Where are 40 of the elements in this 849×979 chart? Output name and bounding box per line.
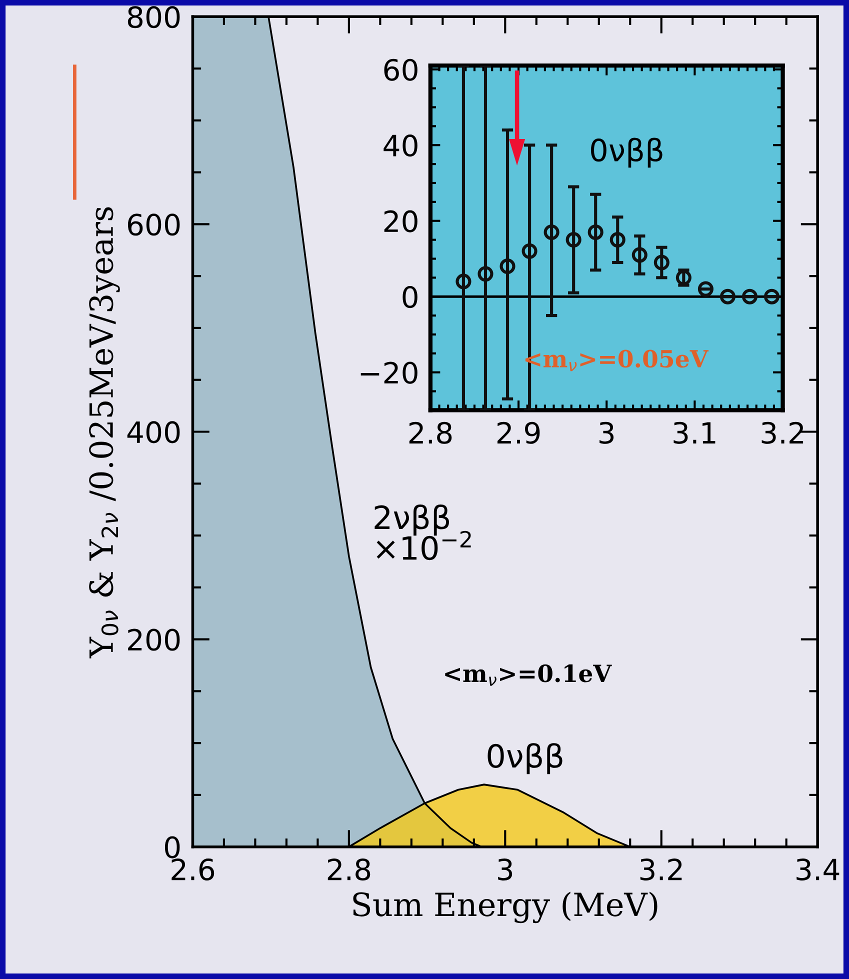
point — [764, 288, 780, 304]
annotation: 0νββ — [591, 138, 662, 168]
y-tick-label: 0 — [164, 836, 180, 858]
y-tick-label: 800 — [128, 6, 180, 28]
point — [698, 281, 714, 297]
point — [610, 232, 626, 248]
x-tick-label: 3 — [600, 422, 614, 444]
annotation: <m$_{ν}$>=0.1eV — [445, 664, 612, 686]
series-label: 0νββ — [488, 743, 562, 774]
point — [632, 247, 648, 263]
point — [522, 243, 538, 259]
y-axis-title: Y$_{0ν}$ & Y$_{2ν}$ /0.025MeV/3years — [89, 207, 120, 658]
series-label: 2νββ ×10$^{−2}$ — [374, 504, 471, 560]
x-tick-label: 3.2 — [640, 858, 682, 881]
point — [654, 254, 670, 270]
point — [588, 224, 604, 240]
x-tick-label: 2.6 — [172, 858, 214, 881]
y-tick-label: 200 — [128, 628, 180, 651]
point — [500, 258, 516, 274]
point — [742, 288, 758, 304]
x-tick-label: 3.4 — [796, 858, 840, 881]
point — [566, 232, 582, 248]
y-tick-label: 0 — [402, 286, 418, 308]
y-tick-label: 400 — [127, 421, 180, 444]
x-tick-label: 2.8 — [328, 858, 370, 881]
point — [478, 266, 494, 282]
y-tick-label: 60 — [384, 58, 418, 81]
x-axis-title: Sum Energy (MeV) — [353, 892, 658, 924]
point — [544, 224, 560, 240]
x-tick-label: 3.1 — [674, 422, 716, 444]
y-tick-label: 40 — [384, 134, 418, 157]
x-tick-label: 2.8 — [409, 422, 452, 444]
x-tick-label: 3 — [498, 858, 512, 881]
y-tick-label: −20 — [360, 362, 418, 384]
x-tick-label: 2.9 — [497, 422, 540, 444]
y-tick-label: 20 — [384, 210, 418, 232]
point — [720, 288, 736, 304]
x-tick-label: 3.2 — [762, 422, 804, 444]
point — [456, 274, 472, 290]
y-tick-label: 600 — [128, 214, 180, 236]
